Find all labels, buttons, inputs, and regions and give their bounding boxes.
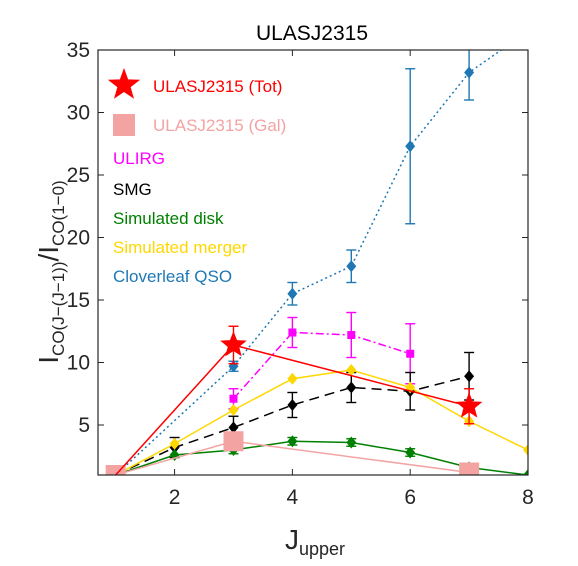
legend-item-smg: SMG (113, 180, 152, 199)
data-point-ulirg (229, 394, 238, 403)
data-point-ulasj2315-tot (220, 331, 247, 357)
y-axis-label-slash: /I (33, 246, 64, 262)
legend-item-ulasj2315-gal: ULASJ2315 (Gal) (113, 114, 286, 136)
y-tick-label: 30 (67, 102, 90, 125)
legend-square-icon (113, 114, 135, 136)
chart-title: ULASJ2315 (256, 22, 368, 45)
legend-label: ULASJ2315 (Tot) (153, 77, 282, 96)
series-line-ulirg (232, 331, 411, 400)
legend-label: Simulated merger (113, 238, 248, 257)
y-axis-label-sub2: CO(1−0) (49, 180, 68, 246)
y-axis-label: ICO(J−(J−1))/ICO(1−0) (33, 180, 68, 363)
svg-text:Jupper: Jupper (285, 524, 345, 559)
legend-label: ULASJ2315 (Gal) (153, 116, 286, 135)
data-point-smg (287, 399, 298, 411)
legend-item-ulirg: ULIRG (113, 149, 165, 168)
y-tick-label: 25 (67, 164, 90, 187)
y-tick-label: 15 (67, 289, 90, 312)
data-point-cloverleaf-qso (464, 66, 475, 79)
data-point-smg (228, 421, 239, 434)
y-tick-label: 5 (78, 414, 90, 437)
data-point-simulated-merger (346, 364, 357, 376)
x-tick-label: 6 (404, 486, 416, 509)
data-point-ulirg (347, 331, 356, 339)
plot-series-group (105, 25, 533, 475)
data-point-simulated-disk (405, 446, 416, 459)
plot-frame (97, 49, 529, 476)
series-line-simulated-merger (115, 369, 528, 475)
legend-star-icon (107, 68, 141, 99)
legend-label: Cloverleaf QSO (113, 267, 232, 286)
series-ulasj2315-tot (115, 325, 483, 475)
data-point-simulated-disk (523, 469, 528, 475)
data-point-ulirg (406, 349, 415, 358)
x-axis-label-main: J (285, 524, 299, 555)
legend-label: SMG (113, 180, 152, 199)
series-ulasj2315-gal (105, 431, 480, 475)
x-tick-label: 8 (522, 486, 534, 509)
data-point-simulated-disk (287, 435, 298, 448)
legend-label: Simulated disk (113, 209, 224, 228)
data-point-smg (464, 370, 475, 383)
data-point-ulirg (288, 328, 297, 337)
data-point-ulasj2315-gal (223, 431, 244, 452)
svg-text:ICO(J−(J−1))/ICO(1−0): ICO(J−(J−1))/ICO(1−0) (33, 180, 68, 363)
y-tick-label: 10 (67, 352, 90, 375)
data-point-cloverleaf-qso (346, 260, 357, 273)
data-point-simulated-merger (287, 372, 298, 385)
legend-item-ulasj2315-tot: ULASJ2315 (Tot) (107, 68, 282, 99)
data-point-ulasj2315-gal (105, 465, 126, 475)
legend-label: ULIRG (113, 149, 165, 168)
series-cloverleaf-qso (110, 25, 533, 475)
x-tick-label: 4 (287, 486, 299, 509)
x-axis-label: Jupper (285, 524, 345, 559)
data-point-cloverleaf-qso (405, 140, 416, 153)
legend-item-simulated-merger: Simulated merger (113, 238, 248, 257)
data-point-ulasj2315-gal (459, 462, 480, 475)
data-point-cloverleaf-qso (287, 287, 298, 300)
x-axis-label-sub: upper (299, 539, 345, 559)
data-point-simulated-merger (228, 404, 239, 416)
y-tick-label: 35 (67, 39, 90, 62)
data-point-cloverleaf-qso (523, 25, 533, 37)
plot-area (105, 25, 533, 475)
y-axis-label-sub1: CO(J−(J−1)) (49, 261, 68, 355)
axes: 2 4 6 8 5 10 15 20 25 30 35 (67, 39, 534, 509)
series-ulirg (228, 311, 416, 410)
legend-item-cloverleaf-qso: Cloverleaf QSO (113, 267, 232, 286)
data-point-simulated-merger (169, 437, 180, 450)
legend-item-simulated-disk: Simulated disk (113, 209, 224, 228)
data-point-simulated-disk (346, 436, 357, 449)
y-axis-label-main: I (33, 356, 64, 364)
data-point-ulasj2315-tot (455, 392, 483, 418)
y-tick-label: 20 (67, 227, 90, 250)
data-point-simulated-merger (523, 444, 528, 456)
series-smg (110, 351, 475, 475)
x-tick-label: 2 (169, 486, 181, 509)
legend: ULASJ2315 (Tot) ULASJ2315 (Gal) ULIRG SMG Si… (107, 68, 286, 286)
data-point-smg (346, 381, 357, 394)
